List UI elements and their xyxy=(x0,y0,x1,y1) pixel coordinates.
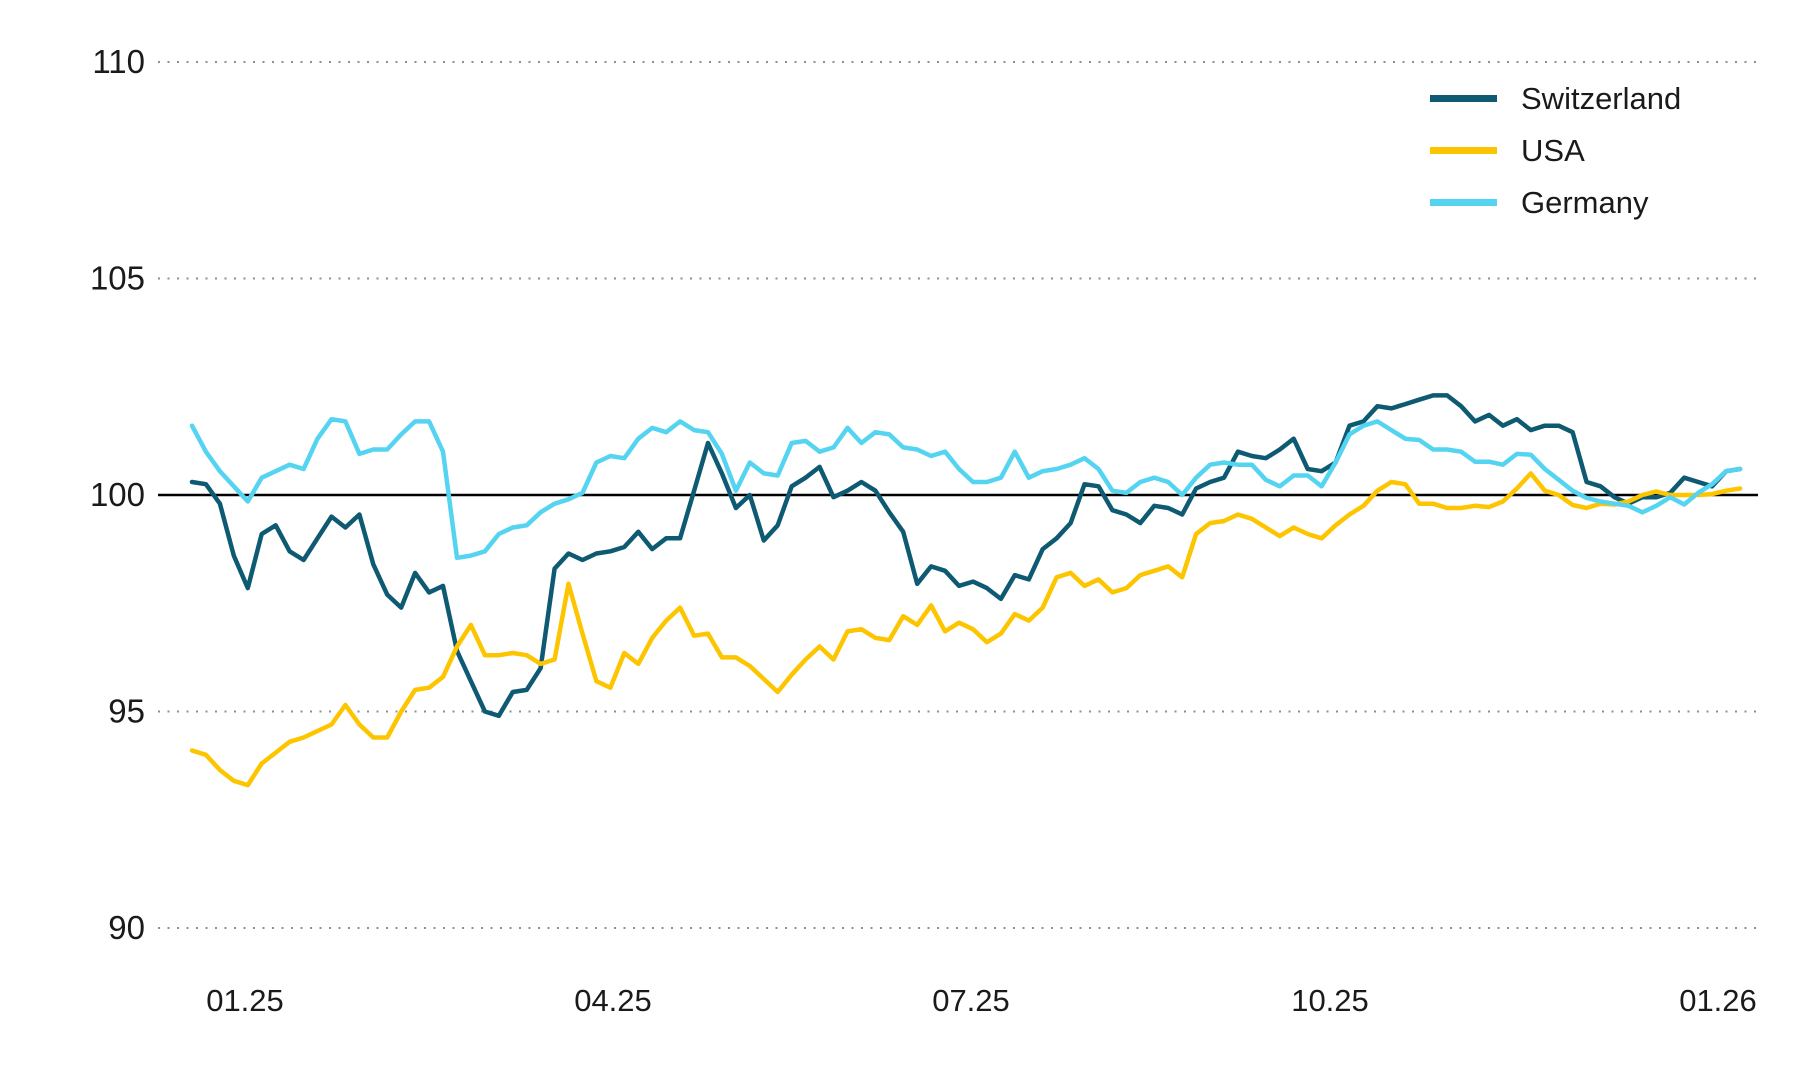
x-tick-label-04.25: 04.25 xyxy=(574,983,652,1018)
x-tick-label-10.25: 10.25 xyxy=(1291,983,1369,1018)
y-tick-label-105: 105 xyxy=(90,260,145,297)
legend-entry-usa: USA xyxy=(1430,124,1681,176)
series-line-switzerland xyxy=(189,393,1743,719)
legend-label-germany: Germany xyxy=(1521,184,1649,220)
series-line-germany xyxy=(189,416,1743,561)
legend-swatch-germany xyxy=(1430,198,1497,206)
x-tick-label-01.26: 01.26 xyxy=(1679,983,1757,1018)
y-tick-label-95: 95 xyxy=(108,693,145,730)
legend-label-switzerland: Switzerland xyxy=(1521,80,1682,116)
x-tick-label-01.25: 01.25 xyxy=(206,983,284,1018)
series-line-usa xyxy=(189,471,1743,788)
x-tick-label-07.25: 07.25 xyxy=(932,983,1010,1018)
legend-entry-switzerland: Switzerland xyxy=(1430,72,1681,124)
y-tick-label-100: 100 xyxy=(90,476,145,513)
legend-swatch-usa xyxy=(1430,146,1497,154)
chart-legend: Switzerland USA Germany xyxy=(1430,72,1681,228)
y-tick-label-90: 90 xyxy=(108,909,145,946)
y-tick-label-110: 110 xyxy=(92,43,145,80)
legend-swatch-switzerland xyxy=(1430,94,1497,102)
legend-entry-germany: Germany xyxy=(1430,176,1681,228)
legend-label-usa: USA xyxy=(1521,132,1585,168)
